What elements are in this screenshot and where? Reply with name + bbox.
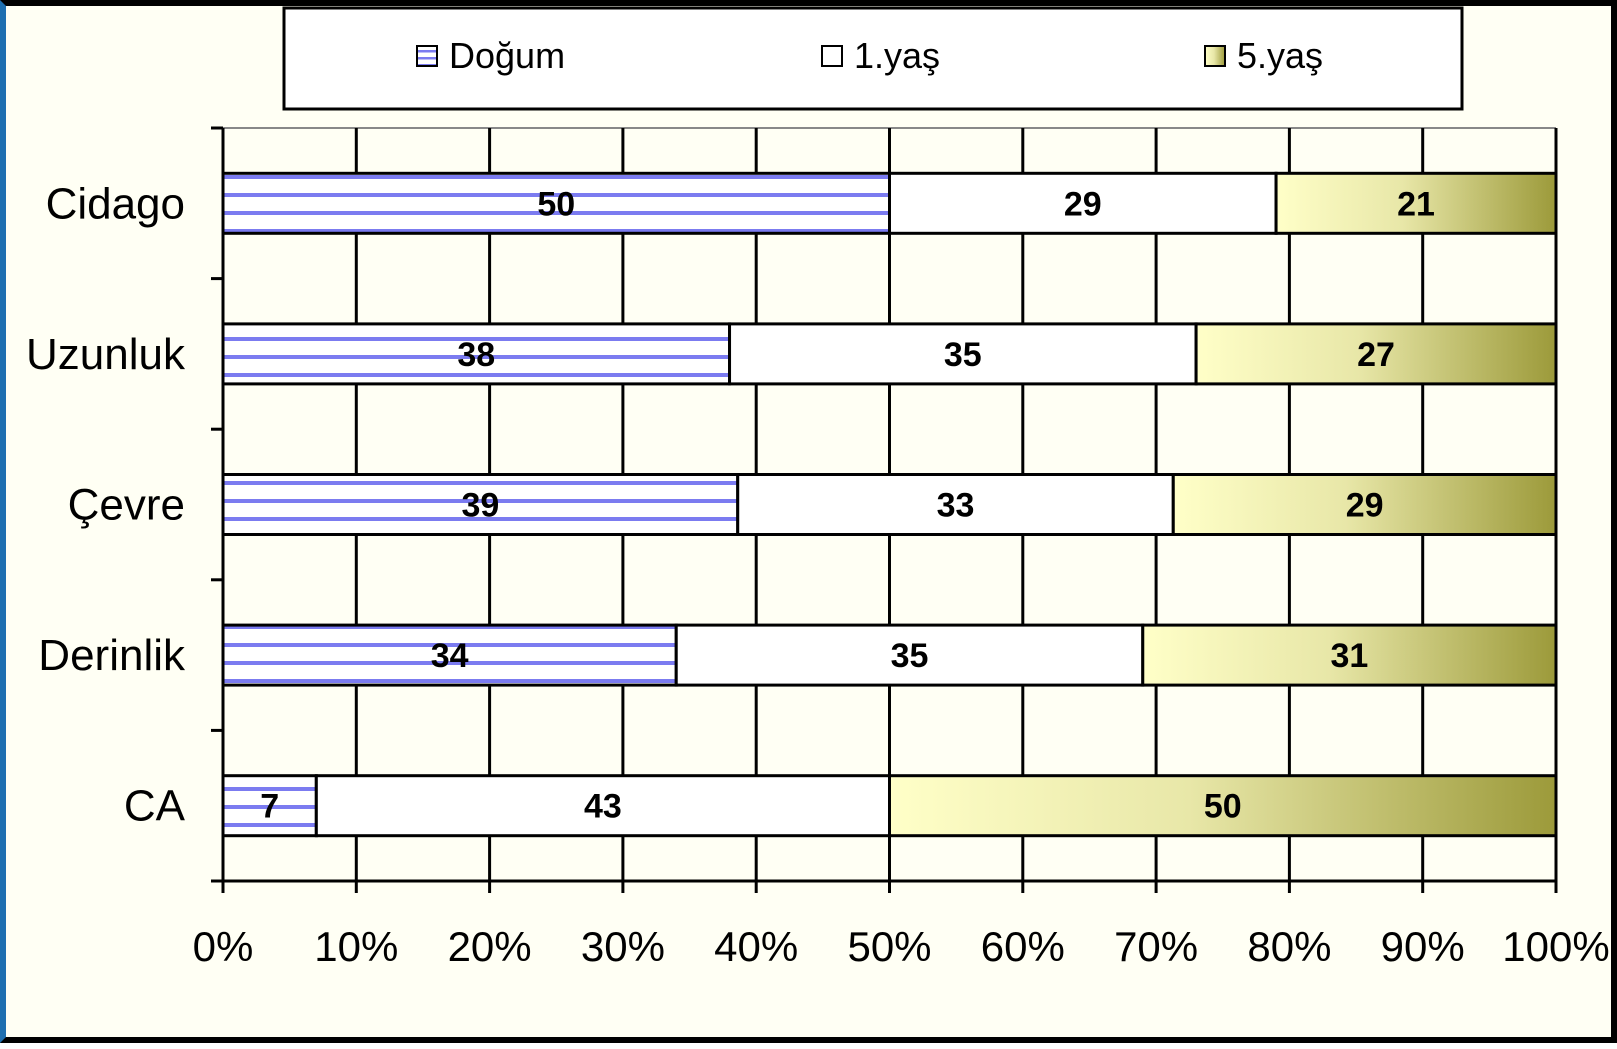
x-tick-label: 100%: [1502, 923, 1609, 970]
data-label-1-yas-derinlik: 35: [891, 637, 929, 675]
bars: 50 29 21 38 35 27 39 33 29 34 35 31 7 43 50: [221, 171, 1558, 838]
legend-label-1-yas: 1.yaş: [854, 35, 940, 76]
data-label-5-yas-cevre: 29: [1346, 487, 1384, 525]
data-label-5-yas-ca: 50: [1204, 788, 1242, 826]
bar-dogum-ca: [221, 774, 318, 838]
data-label-dogum-derinlik: 34: [431, 637, 469, 675]
legend-swatch-dogum: [416, 45, 438, 67]
legend-swatch-1-yas: [821, 45, 843, 67]
axes: 0% 10% 20% 30% 40% 50% 60% 70% 80% 90% 100% Cidago U…: [26, 126, 1610, 970]
x-tick-label: 60%: [981, 923, 1065, 970]
bar-5-yas-uzunluk: [1194, 322, 1558, 386]
data-label-5-yas-derinlik: 31: [1330, 637, 1368, 675]
bar-1-yas-derinlik: [674, 623, 1145, 687]
legend-box: [282, 6, 1464, 111]
bar-1-yas-uzunluk: [728, 322, 1198, 386]
category-label-cidago: Cidago: [46, 179, 185, 228]
data-label-dogum-ca: 7: [260, 788, 279, 826]
legend-label-5-yas: 5.yaş: [1237, 35, 1323, 76]
category-label-derinlik: Derinlik: [38, 631, 186, 680]
bar-dogum-cevre: [221, 473, 740, 536]
data-label-5-yas-uzunluk: 27: [1357, 336, 1395, 374]
bar-1-yas-ca: [314, 774, 891, 838]
data-label-1-yas-cevre: 33: [937, 487, 975, 525]
category-label-uzunluk: Uzunluk: [26, 330, 186, 379]
category-label-ca: CA: [124, 782, 186, 831]
data-label-1-yas-cidago: 29: [1064, 185, 1102, 223]
legend: Doğum 1.yaş 5.yaş: [282, 6, 1464, 111]
data-label-1-yas-ca: 43: [584, 788, 622, 826]
data-label-dogum-cevre: 39: [461, 487, 499, 525]
legend-label-dogum: Doğum: [449, 35, 565, 76]
bar-dogum-derinlik: [221, 623, 678, 687]
bar-5-yas-derinlik: [1141, 623, 1558, 687]
bar-5-yas-cidago: [1274, 171, 1558, 235]
x-tick-label: 70%: [1114, 923, 1198, 970]
x-tick-label: 30%: [581, 923, 665, 970]
bar-dogum-uzunluk: [221, 322, 732, 386]
x-tick-label: 0%: [193, 923, 254, 970]
data-label-5-yas-cidago: 21: [1397, 185, 1435, 223]
data-label-dogum-uzunluk: 38: [457, 336, 495, 374]
bar-dogum-cidago: [221, 171, 891, 235]
data-label-dogum-cidago: 50: [537, 185, 575, 223]
x-tick-label: 80%: [1247, 923, 1331, 970]
x-tick-label: 50%: [847, 923, 931, 970]
bar-1-yas-cidago: [888, 171, 1278, 235]
data-label-1-yas-uzunluk: 35: [944, 336, 982, 374]
legend-swatch-5-yas: [1204, 45, 1226, 67]
category-label-cevre: Çevre: [68, 481, 185, 530]
stacked-bar-chart: Doğum 1.yaş 5.yaş 50 29 21 38 35 27 39 33 29 34 35…: [26, 6, 1610, 970]
x-tick-label: 40%: [714, 923, 798, 970]
bar-5-yas-cevre: [1171, 473, 1558, 536]
x-tick-label: 10%: [314, 923, 398, 970]
x-tick-label: 20%: [448, 923, 532, 970]
bar-5-yas-ca: [888, 774, 1558, 838]
x-tick-label: 90%: [1381, 923, 1465, 970]
